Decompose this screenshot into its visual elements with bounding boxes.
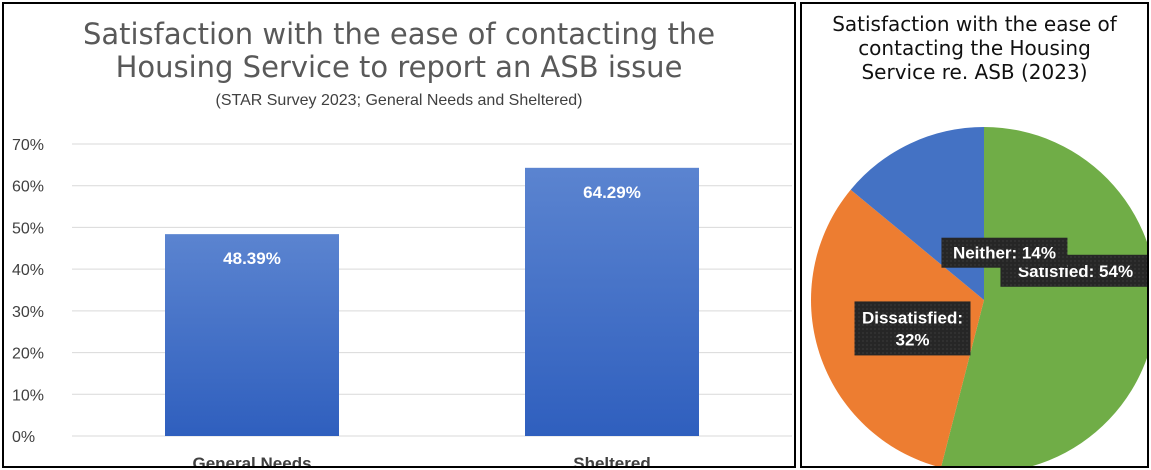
pie-chart-slices xyxy=(811,127,1147,466)
bar-chart-subtitle: (STAR Survey 2023; General Needs and She… xyxy=(215,92,583,109)
y-tick-label: 10% xyxy=(12,387,44,404)
y-tick-label: 40% xyxy=(12,262,44,279)
bar-chart-bars: 48.39% 64.29% xyxy=(165,167,699,437)
bar-chart-panel: Satisfaction with the ease of contacting… xyxy=(2,2,796,468)
pie-chart-title-line1: Satisfaction with the ease of xyxy=(832,12,1117,36)
bar-data-label: 48.39% xyxy=(223,249,281,268)
x-tick-label: Sheltered xyxy=(573,454,650,466)
x-tick-label: General Needs xyxy=(192,454,311,466)
pie-chart-labels: Satisfied: 54%Dissatisfied:32%Neither: 1… xyxy=(854,237,1147,356)
pie-label-box xyxy=(941,237,1068,268)
y-tick-label: 20% xyxy=(12,346,44,363)
pie-data-label: Neither: 14% xyxy=(953,244,1056,263)
pie-chart-title-line2: contacting the Housing xyxy=(858,36,1091,60)
bar-chart-title: Satisfaction with the ease of contacting… xyxy=(4,18,794,84)
bar-chart-x-axis: General Needs Sheltered xyxy=(192,454,650,466)
pie-chart-plot: Satisfied: 54%Dissatisfied:32%Neither: 1… xyxy=(811,127,1147,466)
pie-slice xyxy=(941,127,1147,466)
y-tick-label: 70% xyxy=(12,137,44,154)
y-tick-label: 50% xyxy=(12,220,44,237)
y-tick-label: 0% xyxy=(12,429,35,446)
bar xyxy=(525,167,699,437)
bar-data-label: 64.29% xyxy=(583,183,641,202)
pie-chart-panel: Satisfaction with the ease of contacting… xyxy=(800,2,1149,468)
bar-chart-title-line2: Housing Service to report an ASB issue xyxy=(115,50,683,84)
pie-label-box xyxy=(854,301,971,356)
pie-data-label: Dissatisfied: xyxy=(862,308,963,327)
bar-chart-title-line1: Satisfaction with the ease of contacting… xyxy=(82,17,716,51)
pie-chart-title: Satisfaction with the ease of contacting… xyxy=(802,12,1147,84)
y-tick-label: 30% xyxy=(12,304,44,321)
bar-chart-plot: 0% 10% 20% 30% 40% 50% 60% 70% 48.39% 64.29% Gen… xyxy=(12,137,792,466)
bar-chart-y-axis: 0% 10% 20% 30% 40% 50% 60% 70% xyxy=(12,137,44,446)
pie-data-label: 32% xyxy=(895,330,929,349)
y-tick-label: 60% xyxy=(12,179,44,196)
pie-chart-title-line3: Service re. ASB (2023) xyxy=(861,60,1088,84)
bar xyxy=(165,234,339,436)
